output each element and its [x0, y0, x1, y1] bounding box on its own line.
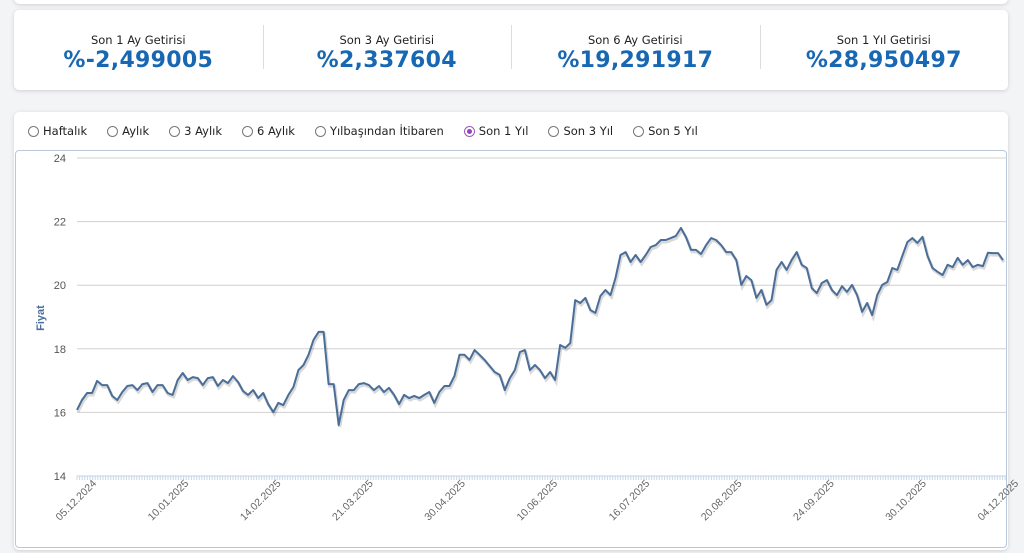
returns-summary: Son 1 Ay Getirisi %-2,499005 Son 3 Ay Get…: [14, 10, 1008, 90]
y-tick-label: 14: [54, 471, 66, 483]
period-option-label: Aylık: [122, 124, 150, 138]
stat-3-month: Son 3 Ay Getirisi %2,337604: [262, 25, 512, 75]
x-tick-label: 20.08.2025: [699, 478, 745, 524]
y-tick-label: 22: [54, 217, 66, 229]
line-shadow: [76, 227, 1006, 428]
stat-value: %28,950497: [805, 48, 962, 73]
period-option-0[interactable]: Haftalık: [28, 124, 87, 138]
stat-value: %2,337604: [316, 48, 457, 73]
period-option-4[interactable]: Yılbaşından İtibaren: [314, 124, 444, 138]
x-tick-label: 16.07.2025: [607, 478, 653, 524]
price-series-line: [76, 227, 1004, 427]
radio-button[interactable]: [169, 125, 181, 137]
period-option-label: Son 1 Yıl: [478, 124, 529, 138]
x-tick-label: 10.06.2025: [514, 478, 560, 524]
period-option-6[interactable]: Son 3 Yıl: [548, 124, 613, 138]
x-tick-label: 04.12.2025: [975, 478, 1021, 524]
y-tick-label: 24: [54, 153, 66, 165]
x-tick-label: 30.04.2025: [422, 478, 468, 524]
x-tick-label: 21.03.2025: [330, 478, 376, 524]
stat-label: Son 6 Ay Getirisi: [587, 33, 683, 47]
period-option-label: 3 Aylık: [184, 124, 223, 138]
period-option-label: Haftalık: [43, 124, 88, 138]
radio-button[interactable]: [28, 125, 39, 137]
stat-label: Son 1 Yıl Getirisi: [836, 33, 931, 47]
period-option-label: Son 5 Yıl: [648, 124, 698, 138]
x-tick-label: 30.10.2025: [883, 478, 929, 524]
x-tick-label: 14.02.2025: [238, 478, 284, 524]
period-option-label: Son 3 Yıl: [563, 124, 614, 138]
stat-1-year: Son 1 Yıl Getirisi %28,950497: [759, 25, 1009, 75]
x-tick-label: 05.12.2024: [53, 478, 99, 524]
period-option-label: 6 Aylık: [257, 124, 295, 138]
radio-button[interactable]: [548, 125, 560, 137]
stat-6-month: Son 6 Ay Getirisi %19,291917: [511, 25, 760, 75]
radio-button[interactable]: [314, 125, 326, 137]
period-option-2[interactable]: 3 Aylık: [169, 124, 222, 138]
x-tick-label: 24.09.2025: [791, 478, 837, 524]
period-selector: Haftalık Aylık 3 Aylık 6 Aylık Yılbaşından İ…: [28, 124, 718, 138]
stat-value: %19,291917: [557, 48, 714, 73]
period-option-3[interactable]: 6 Aylık: [242, 124, 295, 138]
stat-label: Son 1 Ay Getirisi: [90, 33, 186, 47]
period-option-5[interactable]: Son 1 Yıl: [463, 124, 529, 138]
y-tick-label: 20: [54, 280, 66, 292]
stat-label: Son 3 Ay Getirisi: [339, 33, 435, 47]
stat-value: %-2,499005: [63, 48, 214, 73]
radio-button[interactable]: [463, 125, 475, 137]
radio-button[interactable]: [633, 125, 645, 137]
stat-1-month: Son 1 Ay Getirisi %-2,499005: [14, 25, 263, 75]
previous-card: [14, 0, 1008, 4]
x-tick-label: 10.01.2025: [146, 478, 192, 524]
radio-button[interactable]: [242, 125, 254, 137]
radio-button[interactable]: [107, 125, 119, 137]
y-tick-label: 18: [54, 344, 66, 356]
period-option-7[interactable]: Son 5 Yıl: [633, 124, 698, 138]
period-option-label: Yılbaşından İtibaren: [329, 124, 444, 138]
y-tick-label: 16: [54, 407, 66, 419]
y-axis-label: Fiyat: [35, 305, 47, 331]
period-option-1[interactable]: Aylık: [107, 124, 149, 138]
